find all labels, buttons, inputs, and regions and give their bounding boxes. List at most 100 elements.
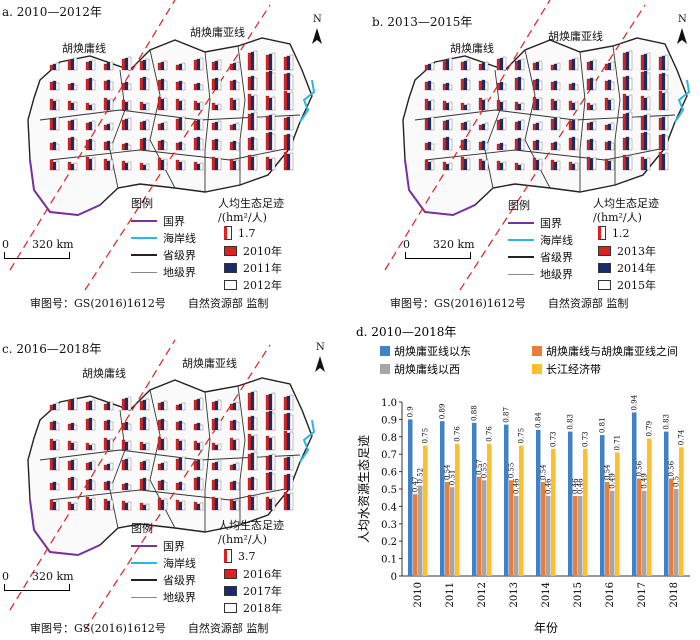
footprint-glyph	[496, 160, 507, 171]
legend-label: 胡焕庸亚线以东	[394, 344, 471, 358]
footprint-glyph	[121, 482, 132, 491]
footprint-bar	[142, 504, 147, 511]
footprint-glyph	[424, 80, 435, 91]
footprint-glyph	[175, 62, 186, 71]
footprint-bar	[283, 430, 288, 451]
footprint-bar	[193, 501, 198, 511]
footprint-bar	[424, 142, 429, 151]
footprint-bar	[556, 160, 561, 171]
footprint-bar	[85, 122, 90, 131]
footprint-bar	[199, 502, 204, 511]
north-arrow-label: N	[678, 14, 687, 25]
footprint-glyph	[157, 497, 168, 511]
footprint-bar	[592, 103, 597, 111]
footprint-bar	[181, 500, 186, 511]
footprint-bar	[520, 102, 525, 111]
footprint-bar	[157, 497, 162, 511]
footprint-bar	[175, 421, 180, 431]
footprint-glyph	[247, 390, 258, 411]
footprint-bar	[181, 116, 186, 131]
footprint-bar	[478, 158, 483, 171]
hu-line	[9, 0, 176, 271]
footprint-bar	[106, 99, 111, 111]
footprint-glyph	[157, 436, 168, 451]
footprint-bar	[247, 392, 252, 411]
footprint-bar	[142, 399, 147, 411]
footprint-bar	[193, 120, 198, 131]
scale-bar: 0 320 km	[2, 570, 84, 596]
footprint-bar	[229, 403, 234, 411]
footprint-bar	[127, 423, 132, 431]
footprint-glyph	[103, 140, 114, 151]
footprint-glyph	[532, 139, 543, 151]
footprint-bar	[199, 397, 204, 411]
footprint-bar	[67, 120, 72, 131]
x-tick-label: 2010	[413, 582, 424, 607]
footprint-bar	[460, 61, 465, 71]
footprint-glyph	[229, 140, 240, 151]
province-boundary	[49, 147, 291, 161]
footprint-bar	[232, 500, 237, 511]
footprint-bar	[622, 76, 627, 91]
footprint-bar	[253, 50, 258, 71]
footprint-bar	[286, 395, 291, 411]
bar	[578, 495, 583, 576]
footprint-bar	[55, 99, 60, 111]
footprint-bar	[214, 417, 219, 431]
footprint-bar	[607, 140, 612, 151]
footprint-bar	[463, 121, 468, 131]
footprint-glyph	[604, 158, 615, 171]
footprint-bar	[91, 480, 96, 491]
footprint-glyph	[460, 156, 471, 171]
footprint-glyph	[49, 141, 60, 151]
footprint-bar	[217, 157, 222, 171]
footprint-bar	[430, 160, 435, 171]
footprint-bar	[88, 478, 93, 491]
footprint-bar	[229, 464, 234, 471]
legend-year2: 2017年	[224, 583, 282, 599]
footprint-bar	[514, 77, 519, 91]
footprint-bar	[142, 120, 147, 131]
footprint-bar	[643, 158, 648, 171]
footprint-bar	[199, 118, 204, 131]
footprint-bar	[85, 496, 90, 511]
footprint-bar	[268, 454, 273, 471]
footprint-glyph	[229, 401, 240, 411]
footprint-bar	[103, 437, 108, 451]
footprint-bar	[229, 158, 234, 171]
footprint-bar	[250, 51, 255, 71]
footprint-bar	[235, 421, 240, 431]
footprint-bar	[124, 162, 129, 171]
footprint-glyph	[157, 96, 168, 111]
footprint-bar	[253, 155, 258, 171]
footprint-bar	[571, 136, 576, 151]
footprint-bar	[121, 82, 126, 91]
footprint-glyph	[424, 62, 435, 71]
footprint-bar	[265, 455, 270, 471]
footprint-bar	[253, 495, 258, 511]
footprint-bar	[214, 478, 219, 491]
footprint-glyph	[622, 154, 633, 171]
footprint-bar	[592, 120, 597, 131]
footprint-bar	[55, 143, 60, 151]
footprint-bar	[271, 412, 276, 431]
bar-value-label: 0.83	[663, 414, 671, 430]
footprint-glyph	[67, 422, 78, 431]
footprint-bar	[430, 116, 435, 131]
footprint-bar	[289, 414, 294, 431]
footprint-bar	[286, 72, 291, 91]
footprint-bar	[286, 153, 291, 171]
footprint-bar	[106, 419, 111, 431]
footprint-bar	[103, 97, 108, 111]
footprint-bar	[463, 138, 468, 151]
footprint-bar	[424, 159, 429, 171]
footprint-bar	[160, 122, 165, 131]
footprint-bar	[163, 80, 168, 91]
footprint-bar	[460, 122, 465, 131]
footprint-bar	[163, 461, 168, 471]
footprint-bar	[163, 420, 168, 431]
footprint-bar	[250, 112, 255, 131]
footprint-bar	[463, 104, 468, 111]
footprint-bar	[211, 479, 216, 491]
